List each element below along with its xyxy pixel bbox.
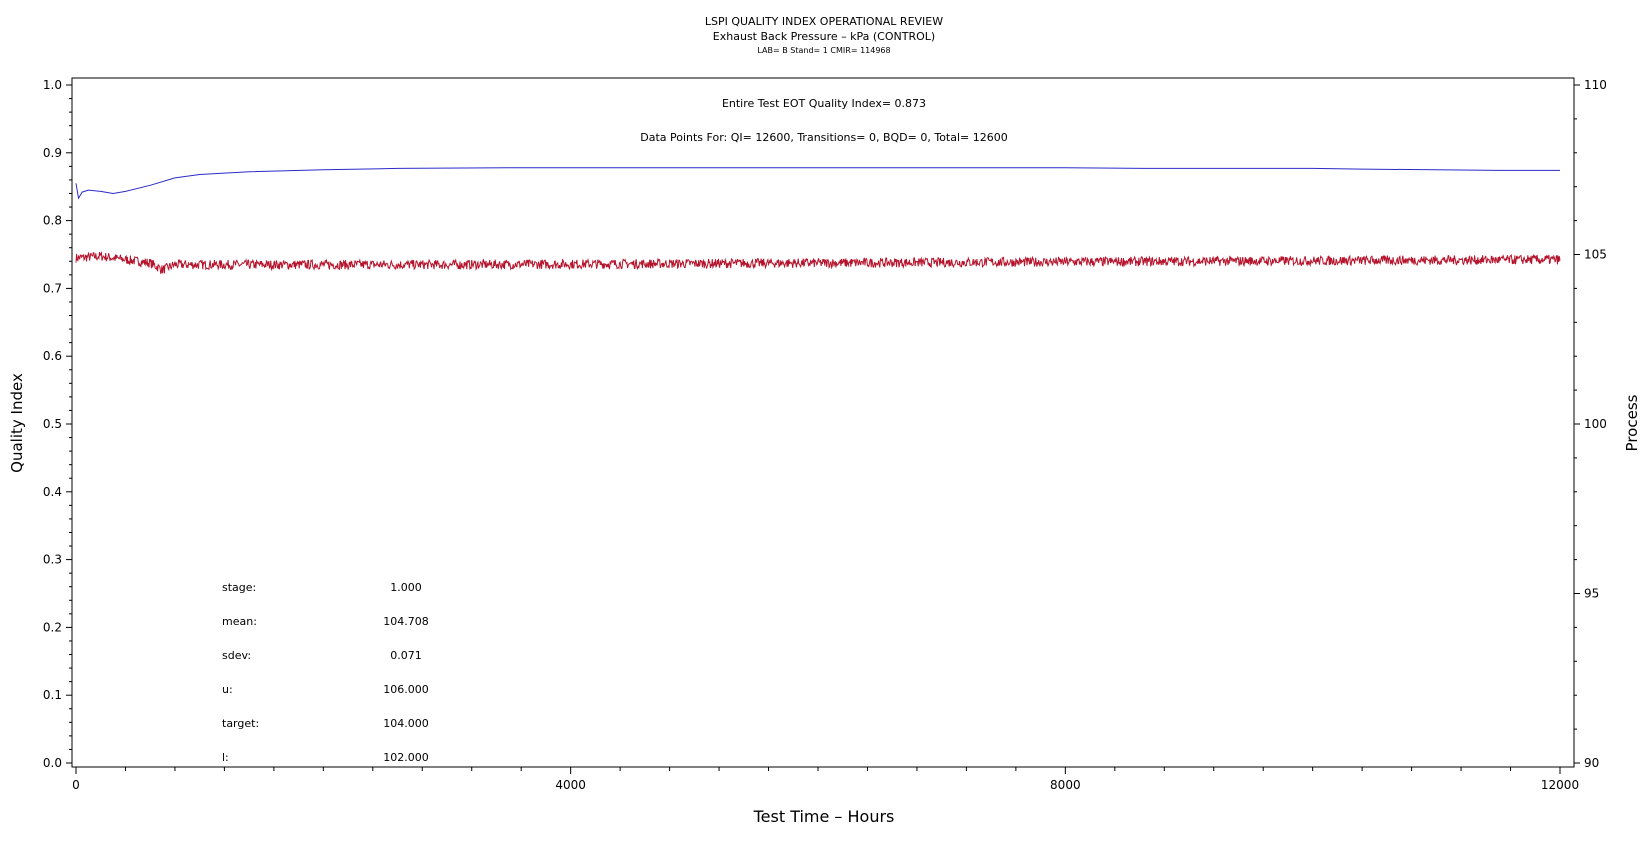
x-axis: 0 4000 8000 12000	[72, 767, 1579, 792]
x-axis-label: Test Time – Hours	[753, 807, 895, 826]
y2-tick-label: 100	[1584, 417, 1607, 431]
y-tick-label: 0.8	[43, 214, 62, 228]
stat-value: 1.000	[390, 581, 422, 594]
y-tick-label: 0.9	[43, 146, 62, 160]
x-tick-label: 8000	[1050, 778, 1081, 792]
y-tick-label: 0.3	[43, 553, 62, 567]
y-axis-left: 0.0 0.1 0.2 0.3 0.4 0.5 0.6 0.7 0.8 0.9 1.0	[43, 78, 72, 770]
chart-subtitle: Exhaust Back Pressure – kPa (CONTROL)	[713, 30, 935, 43]
stat-value: 104.000	[383, 717, 429, 730]
stat-value: 106.000	[383, 683, 429, 696]
chart-title: LSPI QUALITY INDEX OPERATIONAL REVIEW	[705, 15, 943, 28]
y2-tick-label: 95	[1584, 587, 1599, 601]
y-axis-label: Quality Index	[8, 373, 26, 473]
series-quality-index-line	[75, 167, 1560, 200]
chart-subtitle-lab: LAB= B Stand= 1 CMIR= 114968	[757, 46, 890, 55]
y-tick-label: 0.6	[43, 349, 62, 363]
stat-label: u:	[222, 683, 233, 696]
x-tick-label: 0	[72, 778, 80, 792]
stat-label: target:	[222, 717, 259, 730]
y-tick-label: 1.0	[43, 78, 62, 92]
x-tick-label: 12000	[1541, 778, 1579, 792]
plot-area	[71, 77, 1575, 768]
y-tick-label: 0.1	[43, 688, 62, 702]
y2-tick-label: 90	[1584, 756, 1599, 770]
y2-axis-label: Process	[1623, 394, 1641, 451]
y-tick-label: 0.4	[43, 485, 62, 499]
stat-value: 104.708	[383, 615, 429, 628]
stat-label: stage:	[222, 581, 256, 594]
y2-tick-label: 110	[1584, 78, 1607, 92]
y-tick-label: 0.7	[43, 281, 62, 295]
stat-value: 0.071	[390, 649, 422, 662]
x-tick-label: 4000	[555, 778, 586, 792]
stat-label: sdev:	[222, 649, 251, 662]
stat-label: l:	[222, 751, 229, 764]
series-process-line	[75, 250, 1561, 275]
y-tick-label: 0.2	[43, 620, 62, 634]
y-axis-right: 90 95 100 105 110	[1574, 78, 1607, 770]
stats-block: stage: 1.000 mean: 104.708 sdev: 0.071 u: 106.0…	[222, 581, 429, 764]
y-tick-label: 0.0	[43, 756, 62, 770]
stat-label: mean:	[222, 615, 257, 628]
y2-tick-label: 105	[1584, 248, 1607, 262]
data-points-annotation: Data Points For: QI= 12600, Transitions=…	[640, 131, 1008, 144]
y-tick-label: 0.5	[43, 417, 62, 431]
stat-value: 102.000	[383, 751, 429, 764]
eot-quality-index-annotation: Entire Test EOT Quality Index= 0.873	[722, 97, 926, 110]
